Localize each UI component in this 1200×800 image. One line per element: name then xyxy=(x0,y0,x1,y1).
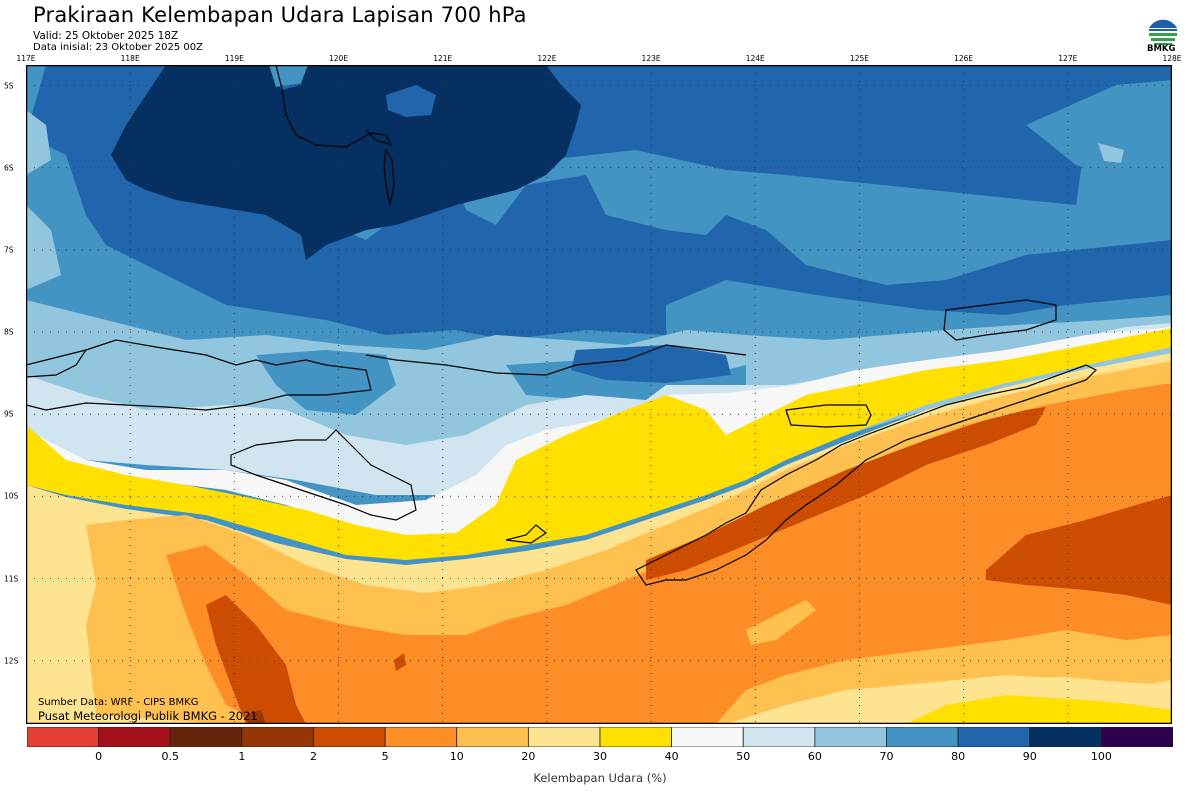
coast-alor xyxy=(785,404,872,428)
coast-sulawesi xyxy=(275,65,393,148)
lat-label: 9S xyxy=(4,409,14,419)
colorbar-tick-label: 20 xyxy=(521,750,536,763)
colorbar-swatch xyxy=(599,727,673,747)
contour-50-60 xyxy=(26,323,1172,495)
colorbar-swatch xyxy=(169,727,243,747)
contour-60-70-patch xyxy=(1098,143,1124,163)
colorbar-tick-label: 10 xyxy=(449,750,464,763)
colorbar-tick-label: 90 xyxy=(1022,750,1037,763)
page-title: Prakiraan Kelembapan Udara Lapisan 700 h… xyxy=(33,3,527,27)
initial-time: Data inisial: 23 Oktober 2025 00Z xyxy=(33,42,203,53)
colorbar-swatch xyxy=(241,727,314,747)
contour-80-90-hole xyxy=(386,85,436,117)
lon-label: 121E xyxy=(433,54,453,63)
colorbar-tick-label: 50 xyxy=(736,750,751,763)
colorbar-tick-label: 80 xyxy=(951,750,966,763)
lon-label: 126E xyxy=(954,54,974,63)
colorbar-swatch xyxy=(957,727,1031,747)
coast-flores xyxy=(365,344,747,376)
contour-2-5-spot xyxy=(394,653,406,671)
colorbar-swatch xyxy=(671,727,744,747)
source-credit: Sumber Data: WRF - CIPS BMKG xyxy=(38,697,199,708)
colorbar-swatch xyxy=(384,727,458,747)
colorbar-tick-label: 100 xyxy=(1090,750,1112,763)
lon-label: 124E xyxy=(745,54,765,63)
colorbar-tick-label: 40 xyxy=(664,750,679,763)
coast-lombok xyxy=(26,349,88,378)
contour-5-10 xyxy=(166,383,1172,724)
colorbar-swatch xyxy=(313,727,386,747)
colorbar-swatch xyxy=(456,727,529,747)
contour-2-5-east xyxy=(986,495,1172,605)
colorbar-tick-label: 60 xyxy=(807,750,822,763)
lat-label: 10S xyxy=(4,491,19,501)
colorbar xyxy=(27,727,1173,747)
contour-10-20-patch xyxy=(746,600,816,645)
contour-60-70-west2 xyxy=(26,205,61,290)
lon-label: 123E xyxy=(641,54,661,63)
contour-2-5-sw xyxy=(206,595,306,724)
lat-label: 6S xyxy=(4,163,14,173)
colorbar-swatch xyxy=(1029,727,1102,747)
contour-30-40 xyxy=(26,328,1172,560)
contour-90-100 xyxy=(111,65,581,260)
contour-60-70-west xyxy=(26,110,51,175)
colorbar-tick-label: 0 xyxy=(95,750,103,763)
lon-label: 127E xyxy=(1058,54,1078,63)
lon-label: 117E xyxy=(16,54,36,63)
colorbar-tick-label: 70 xyxy=(879,750,894,763)
lon-label: 128E xyxy=(1162,54,1182,63)
colorbar-swatch xyxy=(98,727,171,747)
coast-sawu xyxy=(505,524,548,544)
lat-label: 8S xyxy=(4,327,14,337)
contour-30-40-south xyxy=(906,695,1172,724)
colorbar-tick-label: 0.5 xyxy=(161,750,180,763)
coast-selayar xyxy=(383,148,395,206)
coast-sumbawa xyxy=(26,339,372,411)
colorbar-swatch xyxy=(742,727,816,747)
colorbar-tick-label: 1 xyxy=(238,750,246,763)
colorbar-swatch xyxy=(1100,727,1173,747)
bmkg-logo-icon xyxy=(1147,16,1179,48)
colorbar-swatch xyxy=(527,727,601,747)
humidity-map xyxy=(26,65,1172,724)
colorbar-title: Kelembapan Udara (%) xyxy=(533,771,667,785)
contour-80-90-flores xyxy=(571,345,731,383)
lat-label: 12S xyxy=(4,656,19,666)
colorbar-swatch xyxy=(814,727,887,747)
contour-70-80-sumbawa xyxy=(256,350,396,415)
coast-sumba xyxy=(230,429,417,521)
coastlines xyxy=(26,65,1098,586)
publisher-credit: Pusat Meteorologi Publik BMKG - 2021 xyxy=(38,709,258,723)
lon-label: 118E xyxy=(120,54,140,63)
lon-label: 122E xyxy=(537,54,557,63)
contour-70-80-corner xyxy=(1026,80,1172,195)
lon-label: 120E xyxy=(329,54,349,63)
lon-label: 125E xyxy=(849,54,869,63)
coast-timor xyxy=(635,364,1098,586)
contour-70-80-lobe xyxy=(456,150,1172,285)
lat-label: 5S xyxy=(4,81,14,91)
lat-label: 7S xyxy=(4,245,14,255)
colorbar-swatch xyxy=(27,727,100,747)
colorbar-tick-label: 30 xyxy=(593,750,607,763)
contour-1-2-spot xyxy=(246,710,266,724)
colorbar-tick-label: 5 xyxy=(381,750,389,763)
contour-70-80-hole xyxy=(269,65,308,87)
lon-label: 119E xyxy=(224,54,244,63)
colorbar-tick-label: 2 xyxy=(310,750,317,763)
contour-2-5-timor xyxy=(646,407,1046,580)
coast-wetar xyxy=(943,299,1057,341)
colorbar-swatch xyxy=(886,727,959,747)
logo-text: BMKG xyxy=(1147,44,1176,54)
lat-label: 11S xyxy=(4,574,19,584)
contour-20-30-south xyxy=(846,677,1172,724)
valid-time: Valid: 25 Oktober 2025 18Z xyxy=(33,30,179,42)
